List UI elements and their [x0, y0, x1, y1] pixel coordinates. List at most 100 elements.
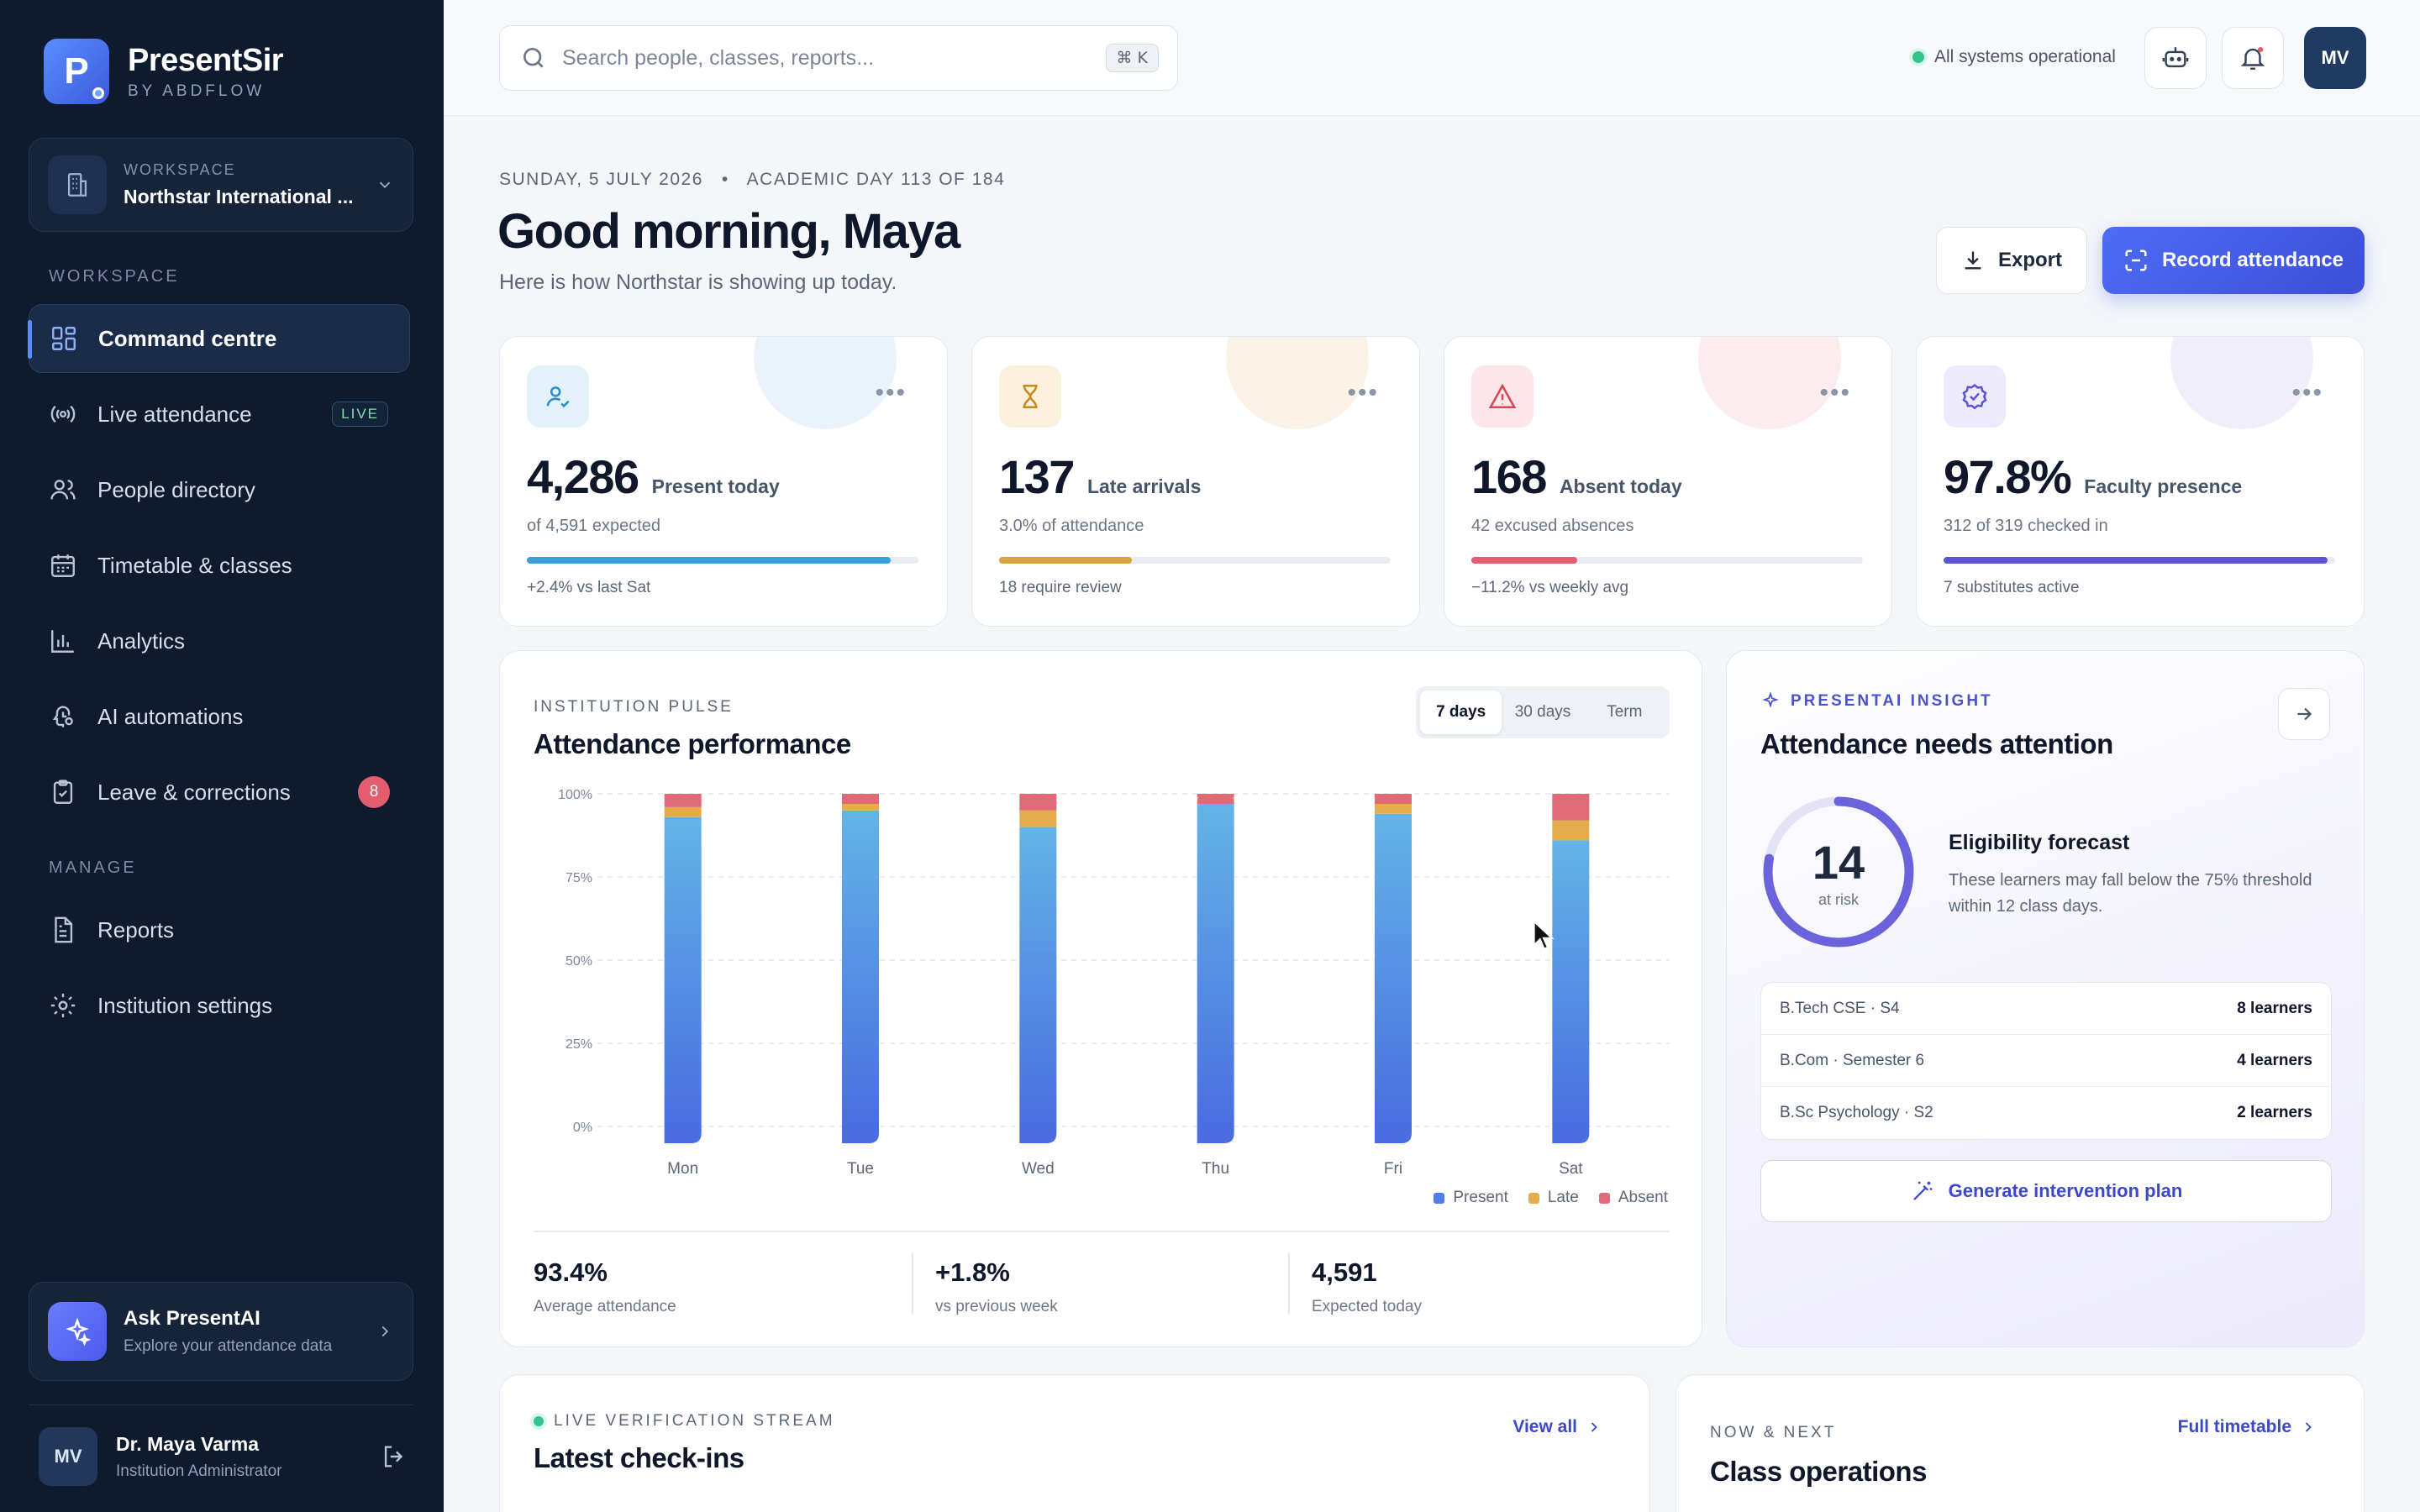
range-7-days[interactable]: 7 days — [1420, 690, 1502, 734]
notifications-button[interactable] — [2222, 27, 2284, 89]
stat-label: Absent today — [1559, 475, 1682, 497]
legend-label: Absent — [1618, 1189, 1668, 1206]
summary-value: +1.8% — [935, 1257, 1010, 1287]
chevron-right-icon — [1591, 1422, 1597, 1432]
nav-live-attendance[interactable]: Live attendance LIVE — [29, 380, 410, 449]
nav-label: People directory — [97, 476, 255, 502]
bar-segment-late — [842, 800, 879, 811]
range-term[interactable]: Term — [1607, 703, 1643, 721]
stat-sub: 312 of 319 checked in — [1944, 517, 2108, 535]
stat-card-absent[interactable]: ••• 168 Absent today 42 excused absences … — [1444, 336, 1892, 627]
plan-label: Generate intervention plan — [1948, 1180, 2183, 1201]
nav-ai-automations[interactable]: AI automations — [29, 682, 410, 751]
document-icon — [55, 916, 73, 943]
nav-timetable[interactable]: Timetable & classes — [29, 531, 410, 600]
badge-check-icon — [1944, 365, 2006, 428]
stat-progress — [527, 557, 918, 564]
bar-base — [1375, 1126, 1412, 1143]
chevron-right-icon — [2305, 1422, 2312, 1432]
hourglass-icon — [999, 365, 1061, 428]
cohort-name: B.Com · Semester 6 — [1780, 1051, 1925, 1069]
x-tick-label: Tue — [847, 1160, 874, 1178]
stat-card-late[interactable]: ••• 137 Late arrivals 3.0% of attendance … — [971, 336, 1420, 627]
building-icon — [48, 155, 107, 214]
sparkle-icon — [48, 1302, 107, 1361]
scan-icon — [2125, 249, 2147, 271]
stat-value: 168 Absent today — [1471, 449, 1682, 504]
stat-label: Present today — [651, 475, 780, 497]
stat-number: 97.8% — [1944, 450, 2072, 503]
export-label: Export — [1997, 249, 2062, 271]
more-icon[interactable]: ••• — [1819, 379, 1851, 407]
logout-icon[interactable] — [380, 1442, 408, 1471]
stat-progress-fill — [999, 557, 1133, 564]
sparkle-icon — [1762, 691, 1779, 708]
bar-segment-late — [1552, 820, 1590, 841]
table-row[interactable]: B.Tech CSE · S4 8 learners — [1761, 983, 2331, 1035]
separator-dot: • — [709, 170, 742, 189]
page-subtitle: Here is how Northstar is showing up toda… — [499, 270, 897, 294]
search-box[interactable]: ⌘ K — [499, 25, 1178, 91]
range-30-days[interactable]: 30 days — [1514, 703, 1571, 721]
y-tick-label: 0% — [573, 1121, 592, 1135]
divider — [912, 1252, 913, 1315]
stat-number: 4,286 — [527, 450, 639, 503]
view-all-link[interactable]: View all — [1512, 1417, 1602, 1437]
stat-card-present[interactable]: ••• 4,286 Present today of 4,591 expected… — [499, 336, 948, 627]
system-status: All systems operational — [1912, 47, 2116, 67]
chevron-down-icon — [379, 181, 391, 189]
nav-reports[interactable]: Reports — [29, 895, 410, 964]
nav-command-centre[interactable]: Command centre — [28, 304, 410, 373]
nav-label: Analytics — [97, 627, 186, 654]
record-attendance-button[interactable]: Record attendance — [2102, 227, 2365, 294]
stat-foot: 18 require review — [999, 579, 1122, 596]
range-selector: 7 days 30 days Term — [1416, 686, 1670, 738]
table-row[interactable]: B.Sc Psychology · S2 2 learners — [1761, 1087, 2331, 1139]
learner-count: 4 learners — [2237, 1051, 2312, 1069]
bar-segment-present — [1197, 803, 1234, 1126]
status-text: All systems operational — [1934, 47, 2116, 66]
robot-icon — [2162, 47, 2189, 68]
legend-swatch — [1598, 1192, 1610, 1204]
table-row[interactable]: B.Com · Semester 6 4 learners — [1761, 1035, 2331, 1087]
nav-label: Leave & corrections — [97, 779, 291, 805]
at-risk-ring: 14 at risk — [1759, 792, 1918, 952]
assistant-button[interactable] — [2144, 27, 2207, 89]
avatar[interactable]: MV — [2304, 27, 2366, 89]
legend-item-late: Late — [1528, 1189, 1579, 1207]
ask-presentai-card[interactable]: Ask PresentAI Explore your attendance da… — [29, 1282, 413, 1381]
bar-base — [1197, 1126, 1234, 1143]
brand-logo: P — [44, 39, 109, 104]
more-icon[interactable]: ••• — [1347, 379, 1379, 407]
open-insight-button[interactable] — [2278, 688, 2330, 740]
workspace-switcher[interactable]: WORKSPACE Northstar International ... — [29, 138, 413, 232]
academic-day: ACADEMIC DAY 113 OF 184 — [746, 170, 1006, 189]
search-input[interactable] — [562, 45, 1066, 71]
at-risk-table: B.Tech CSE · S4 8 learners B.Com · Semest… — [1760, 982, 2332, 1140]
nav-people-directory[interactable]: People directory — [29, 455, 410, 524]
more-icon[interactable]: ••• — [875, 379, 907, 407]
calendar-icon — [51, 554, 75, 577]
chevron-right-icon — [381, 1326, 389, 1337]
legend-item-present: Present — [1434, 1189, 1508, 1207]
full-timetable-link[interactable]: Full timetable — [2178, 1417, 2317, 1437]
brand[interactable]: P PresentSir BY ABDFLOW — [44, 39, 284, 104]
bar-segment-late — [1375, 803, 1412, 814]
nav-institution-settings[interactable]: Institution settings — [29, 971, 410, 1040]
nav-label: Institution settings — [97, 992, 273, 1018]
export-button[interactable]: Export — [1936, 227, 2087, 294]
stat-card-faculty[interactable]: ••• 97.8% Faculty presence 312 of 319 che… — [1916, 336, 2365, 627]
arrow-right-icon — [2297, 707, 2312, 721]
live-badge: LIVE — [332, 402, 388, 427]
at-risk-label: at risk — [1818, 891, 1859, 908]
nav-analytics[interactable]: Analytics — [29, 606, 410, 675]
user-profile[interactable]: MV Dr. Maya Varma Institution Administra… — [39, 1426, 408, 1487]
nav-leave-corrections[interactable]: Leave & corrections 8 — [29, 758, 410, 827]
insight-eyebrow: PRESENTAI INSIGHT — [1760, 691, 1993, 711]
more-icon[interactable]: ••• — [2291, 379, 2323, 407]
ask-title: Ask PresentAI — [124, 1307, 260, 1330]
generate-plan-button[interactable]: Generate intervention plan — [1760, 1160, 2332, 1222]
y-tick-label: 75% — [566, 871, 592, 885]
download-icon — [1965, 251, 1981, 270]
brain-icon — [52, 706, 73, 727]
